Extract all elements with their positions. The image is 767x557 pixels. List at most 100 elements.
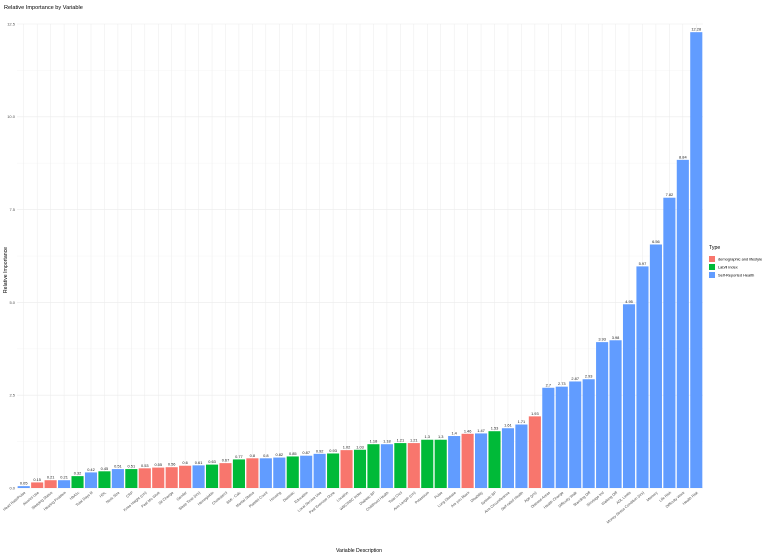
- bar: [421, 439, 434, 488]
- bar: [205, 464, 219, 488]
- y-axis-title: Relative Importance: [3, 247, 9, 293]
- bar: [246, 458, 259, 488]
- x-tick-label: HDL: [99, 491, 107, 499]
- y-tick-label: 10.0: [7, 114, 16, 119]
- bar-value-label: 0.32: [74, 471, 82, 476]
- x-tick-label: Gender: [176, 490, 189, 501]
- bar: [528, 416, 541, 488]
- bar: [515, 424, 528, 488]
- bar-value-label: 0.56: [168, 462, 176, 467]
- bar-value-label: 0.63: [208, 459, 216, 464]
- legend-label: demographic and lifestyle: [718, 257, 762, 262]
- bar: [636, 266, 649, 488]
- legend-label: Self-Reported Health: [718, 273, 754, 278]
- bar-value-label: 0.77: [235, 454, 243, 459]
- x-axis-title: Variable Description: [336, 548, 382, 554]
- bar-value-label: 1.4: [451, 431, 457, 436]
- bar: [138, 468, 151, 488]
- bar-value-label: 2.87: [571, 376, 579, 381]
- bar-value-label: 1.61: [504, 423, 512, 428]
- bar-value-label: 12.28: [691, 27, 701, 32]
- legend-swatch: [709, 272, 715, 278]
- bar-value-label: 0.53: [141, 463, 149, 468]
- legend: Type demographic and lifestyle Lab/ll ind…: [709, 245, 762, 278]
- bar: [367, 444, 380, 488]
- bar: [353, 449, 367, 488]
- bar-value-label: 7.82: [666, 192, 674, 197]
- x-tick-label: CRP: [125, 490, 134, 498]
- bar-value-label: 1.46: [464, 428, 472, 433]
- bar: [232, 459, 245, 488]
- bar-value-label: 8.84: [679, 154, 687, 159]
- bar: [475, 433, 488, 488]
- bar: [340, 450, 353, 488]
- x-tick-label: Past Exercise Done: [308, 491, 335, 515]
- y-tick-label: 12.5: [7, 21, 16, 26]
- bar-value-label: 1.47: [477, 428, 485, 433]
- bar: [286, 456, 299, 488]
- bar-value-label: 1.3: [438, 434, 443, 439]
- bar: [111, 469, 124, 488]
- bar: [690, 32, 703, 488]
- y-tick-label: 0.0: [9, 485, 15, 490]
- bar-value-label: 4.95: [625, 299, 633, 304]
- bar-value-label: 1.21: [410, 438, 418, 443]
- bar-value-label: 2.93: [585, 374, 593, 379]
- bar-value-label: 0.93: [329, 448, 337, 453]
- bar-value-label: 0.61: [195, 460, 203, 465]
- bar-value-label: 0.85: [289, 451, 297, 456]
- bar: [380, 444, 393, 488]
- bar-value-label: 1.93: [531, 411, 539, 416]
- grid-lines: [17, 23, 703, 489]
- bar: [179, 465, 192, 488]
- bar: [300, 455, 313, 488]
- bar: [434, 439, 447, 488]
- bar-value-label: 1.02: [343, 445, 351, 450]
- bar: [219, 463, 232, 488]
- value-labels: 0.05 0.15 0.21 0.21 0.32 0.42 0.45 0.51 0.51 0.53…: [20, 27, 701, 486]
- bar-value-label: 0.51: [128, 464, 136, 469]
- bar-value-label: 0.42: [87, 467, 95, 472]
- bar-value-label: 0.6: [182, 460, 187, 465]
- bar: [44, 480, 57, 488]
- bar-value-label: 1.53: [491, 426, 499, 431]
- chart-title: Relative Importance by Variable: [4, 5, 83, 11]
- bar-value-label: 0.21: [47, 475, 55, 480]
- bar: [71, 476, 84, 488]
- x-tick-label: Pulse: [434, 491, 444, 500]
- bar: [663, 197, 676, 488]
- y-tick-label: 2.5: [9, 393, 15, 398]
- bar: [448, 436, 461, 488]
- bar: [58, 480, 71, 488]
- bar-value-label: 0.05: [20, 481, 28, 486]
- bar: [125, 469, 138, 488]
- bar-value-label: 0.15: [33, 477, 41, 482]
- bar-value-label: 0.51: [114, 464, 122, 469]
- x-tick-label: Potassium: [414, 491, 430, 505]
- bar: [569, 381, 582, 488]
- x-tick-label: Housing: [269, 491, 282, 503]
- bar: [609, 340, 622, 488]
- bar: [313, 453, 326, 488]
- x-tick-label: Neck Size: [105, 491, 120, 505]
- y-axis-ticks: 0.0 2.5 5.0 7.5 10.0 12.5: [7, 21, 16, 490]
- bar: [676, 159, 689, 489]
- bar: [165, 467, 178, 488]
- x-tick-label: Heart Rate/Pulse: [2, 491, 26, 512]
- bar: [98, 471, 111, 488]
- bar-value-label: 0.8: [250, 453, 255, 458]
- bar: [542, 387, 555, 488]
- bar: [488, 431, 501, 488]
- bar-value-label: 1.18: [370, 439, 378, 444]
- legend-swatch: [709, 256, 715, 262]
- bar-value-label: 0.8: [263, 453, 268, 458]
- bar: [273, 457, 286, 488]
- bars: [17, 32, 703, 489]
- bar-value-label: 0.92: [316, 448, 324, 453]
- legend-title: Type: [709, 245, 720, 251]
- bar-value-label: 0.87: [302, 450, 310, 455]
- bar-value-label: 1.3: [425, 434, 430, 439]
- bar-value-label: 2.73: [558, 381, 566, 386]
- bar: [259, 458, 272, 488]
